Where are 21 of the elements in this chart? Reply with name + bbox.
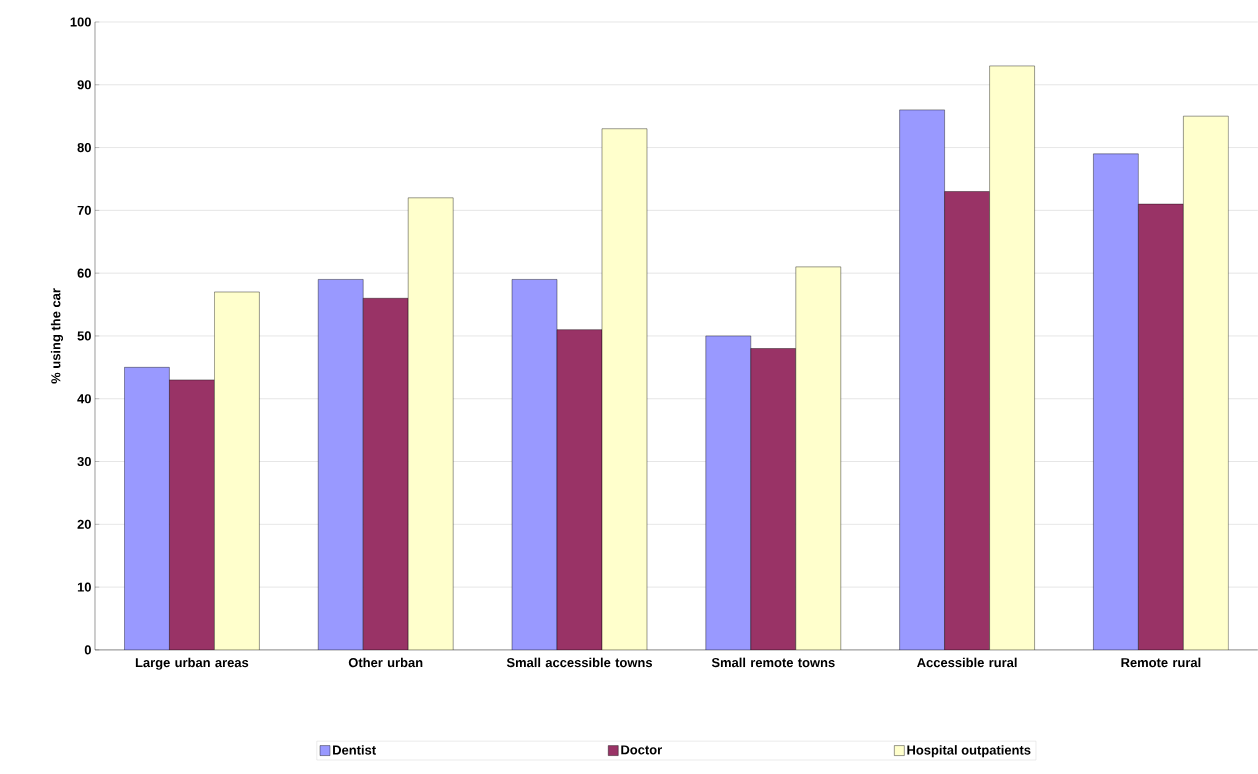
x-tick-label: Other urban [348, 657, 423, 668]
y-tick-label: 90 [77, 80, 91, 90]
y-tick-label: 30 [77, 456, 91, 467]
legend-label: Hospital outpatients [907, 745, 1031, 758]
y-tick-label: 70 [77, 205, 91, 215]
y-tick-label: 60 [77, 268, 91, 278]
x-tick-label: Small accessible towns [506, 657, 653, 668]
y-tick-label: 20 [77, 519, 91, 529]
x-tick-label: Large urban areas [135, 657, 249, 670]
x-tick-label: Small remote towns [711, 657, 835, 668]
y-tick-label: 10 [77, 582, 91, 592]
y-axis-title: % using the car [50, 288, 64, 384]
y-tick-label: 40 [77, 394, 91, 404]
y-tick-label: 50 [77, 331, 91, 341]
legend-label: Dentist [333, 745, 376, 755]
x-tick-label: Accessible rural [917, 657, 1017, 668]
y-tick-label: 100 [70, 17, 91, 27]
y-tick-label: 0 [84, 645, 91, 655]
legend-label: Doctor [621, 745, 662, 755]
x-tick-label: Remote rural [1121, 657, 1201, 668]
y-tick-label: 80 [77, 143, 91, 153]
